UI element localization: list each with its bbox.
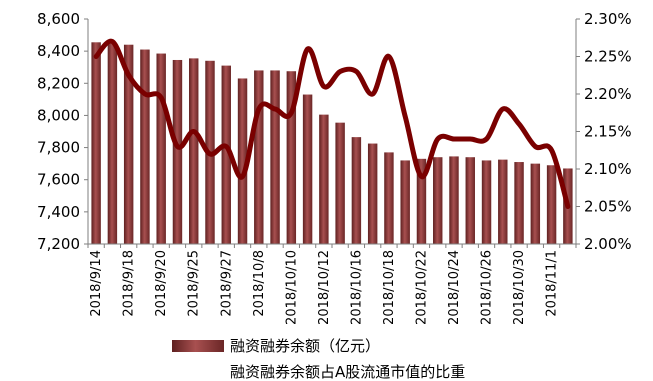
bar bbox=[172, 59, 183, 245]
x-tick-label: 2018/10/12 bbox=[317, 250, 332, 325]
y-left-tick-label: 7,200 bbox=[37, 235, 80, 253]
bar bbox=[319, 114, 329, 245]
x-tick-label: 2018/11/1 bbox=[545, 250, 560, 317]
x-tick-label: 2018/10/18 bbox=[382, 250, 397, 325]
legend-bar-label: 融资融券余额（亿元） bbox=[230, 337, 380, 355]
y-left-tick-label: 7,400 bbox=[37, 203, 80, 221]
bar bbox=[465, 157, 475, 244]
y-right-tick-label: 2.15% bbox=[584, 123, 632, 141]
bar bbox=[123, 44, 134, 245]
bar bbox=[302, 94, 313, 244]
y-left-tick-label: 8,400 bbox=[37, 42, 80, 60]
bar bbox=[254, 70, 264, 245]
bar bbox=[530, 163, 541, 244]
y-right-tick-label: 2.10% bbox=[584, 160, 632, 178]
legend: 融资融券余额（亿元） 融资融券余额占A股流通市值的比重 bbox=[172, 337, 465, 381]
bar bbox=[449, 156, 459, 244]
bar bbox=[367, 143, 378, 244]
x-tick-label: 2018/9/20 bbox=[154, 250, 169, 317]
bar bbox=[335, 122, 345, 244]
x-tick-label: 2018/10/8 bbox=[252, 250, 267, 317]
bar bbox=[221, 65, 231, 244]
x-tick-label: 2018/9/14 bbox=[89, 250, 104, 317]
bars-layer bbox=[91, 42, 573, 245]
bar bbox=[351, 137, 362, 245]
y-right-tick-label: 2.25% bbox=[584, 48, 632, 66]
x-tick-label: 2018/9/27 bbox=[219, 250, 234, 317]
y-right-tick-label: 2.30% bbox=[584, 10, 632, 28]
y-right-tick-label: 2.20% bbox=[584, 85, 632, 103]
bar bbox=[286, 71, 297, 244]
x-tick-label: 2018/9/25 bbox=[187, 250, 202, 317]
line-layer bbox=[93, 38, 571, 209]
x-tick-label: 2018/10/30 bbox=[512, 250, 527, 325]
x-tick-label: 2018/10/24 bbox=[447, 250, 462, 325]
x-tick-label: 2018/10/26 bbox=[480, 250, 495, 325]
legend-bar-swatch bbox=[172, 340, 224, 352]
bar bbox=[189, 58, 199, 245]
bar bbox=[156, 53, 166, 244]
ratio-line bbox=[93, 38, 571, 209]
bar bbox=[481, 160, 492, 244]
bar bbox=[433, 157, 443, 244]
bar bbox=[498, 159, 508, 245]
bar bbox=[107, 43, 118, 244]
bar bbox=[400, 160, 410, 244]
bar bbox=[514, 162, 524, 244]
ticks-layer: 7,200 7,400 7,600 7,800 8,000 8,200 8,400 8,600… bbox=[37, 10, 632, 325]
y-left-tick-label: 7,800 bbox=[37, 139, 80, 157]
y-left-tick-label: 7,600 bbox=[37, 171, 80, 189]
bar bbox=[140, 49, 150, 244]
bar bbox=[270, 70, 280, 245]
x-tick-label: 2018/10/10 bbox=[284, 250, 299, 325]
bar bbox=[91, 42, 101, 244]
y-right-tick-label: 2.05% bbox=[584, 198, 632, 216]
y-right-tick-label: 2.00% bbox=[584, 235, 632, 253]
bar bbox=[546, 165, 557, 244]
x-tick-label: 2018/10/16 bbox=[349, 250, 364, 325]
x-tick-label: 2018/9/18 bbox=[122, 250, 137, 317]
bar bbox=[384, 152, 394, 244]
legend-line-label: 融资融券余额占A股流通市值的比重 bbox=[230, 363, 465, 381]
x-tick-label: 2018/10/22 bbox=[414, 250, 429, 325]
bar bbox=[416, 158, 427, 244]
y-left-tick-label: 8,600 bbox=[37, 10, 80, 28]
bar bbox=[237, 78, 248, 245]
y-left-tick-label: 8,000 bbox=[37, 106, 80, 124]
y-left-tick-label: 8,200 bbox=[37, 74, 80, 92]
